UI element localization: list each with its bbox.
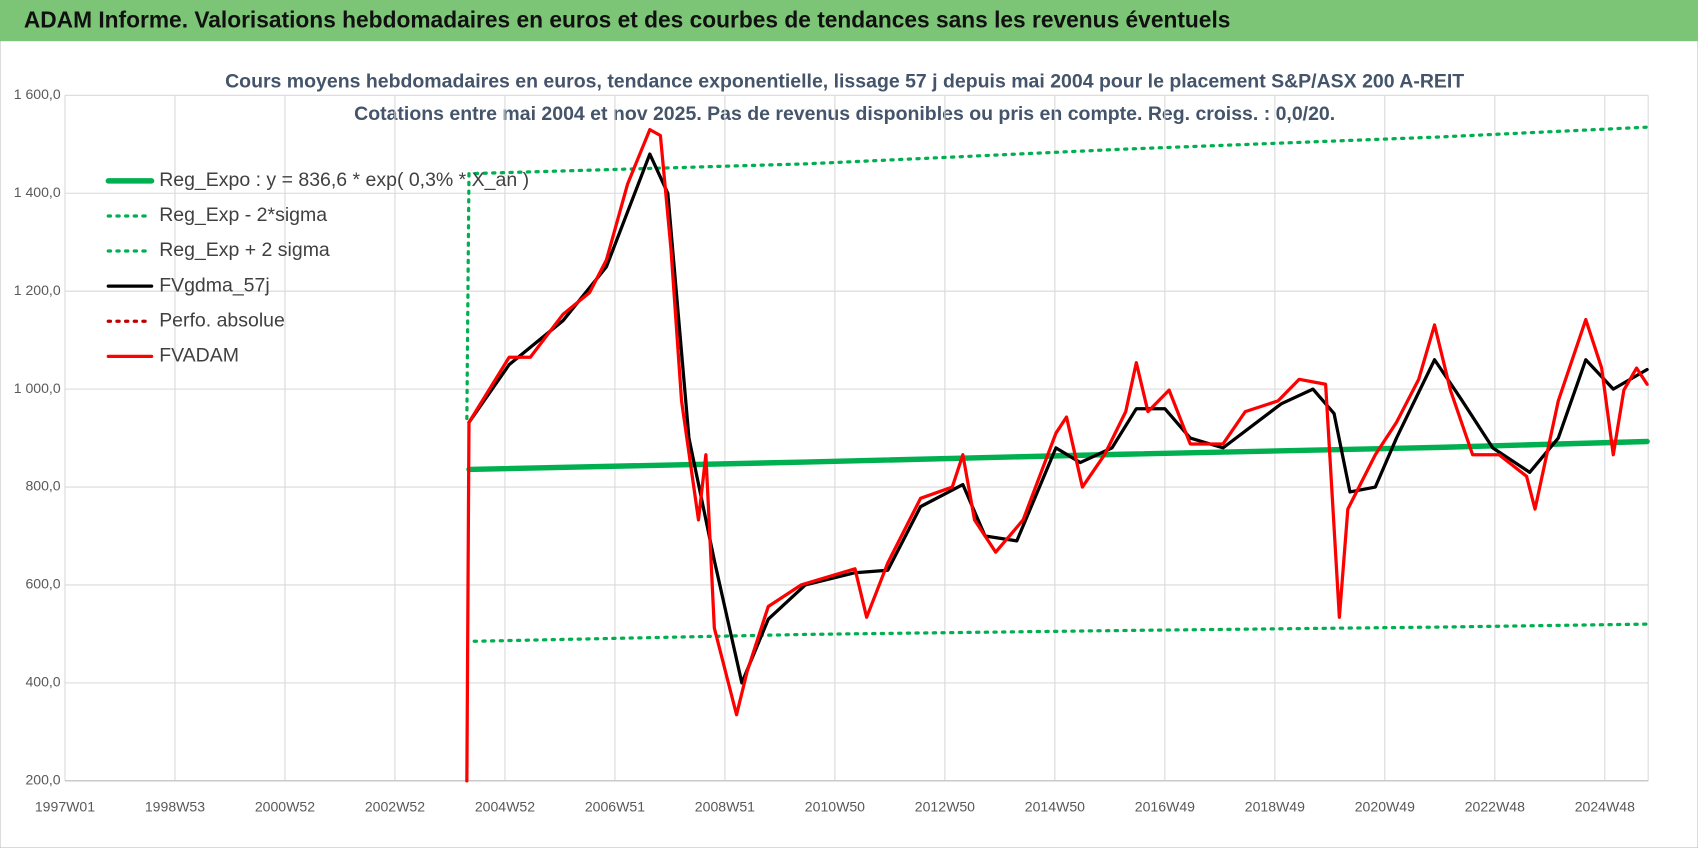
x-tick-label: 1997W01	[35, 799, 95, 815]
y-tick-label: 1 600,0	[14, 86, 61, 102]
y-tick-label: 1 200,0	[14, 282, 61, 298]
y-tick-label: 1 400,0	[14, 184, 61, 200]
x-tick-label: 1998W53	[145, 799, 205, 815]
series-line	[467, 152, 1649, 685]
series-line	[465, 127, 1649, 783]
chart-subtitle: Cotations entre mai 2004 et nov 2025. Pa…	[354, 103, 1335, 125]
legend-label: Reg_Exp + 2 sigma	[159, 239, 330, 261]
x-tick-label: 2008W51	[695, 799, 755, 815]
x-tick-label: 2004W52	[475, 799, 535, 815]
chart-title: Cours moyens hebdomadaires en euros, ten…	[225, 70, 1464, 92]
x-tick-label: 2010W50	[805, 799, 865, 815]
legend-label: Perfo. absolue	[159, 309, 285, 331]
page-title: ADAM Informe. Valorisations hebdomadaire…	[24, 7, 1231, 33]
y-tick-label: 200,0	[25, 772, 60, 788]
x-tick-label: 2012W50	[915, 799, 975, 815]
y-tick-label: 400,0	[25, 674, 60, 690]
x-tick-label: 2002W52	[365, 799, 425, 815]
x-tick-label: 2020W49	[1355, 799, 1415, 815]
legend-label: FVgdma_57j	[159, 274, 269, 296]
legend-label: Reg_Expo : y = 836,6 * exp( 0,3% * X_an …	[159, 169, 529, 191]
y-tick-label: 600,0	[25, 576, 60, 592]
series-line	[465, 125, 1649, 421]
x-tick-label: 2024W48	[1575, 799, 1635, 815]
x-tick-label: 2006W51	[585, 799, 645, 815]
x-tick-label: 2018W49	[1245, 799, 1305, 815]
legend-label: FVADAM	[159, 344, 239, 366]
x-tick-label: 2014W50	[1025, 799, 1085, 815]
x-tick-label: 2022W48	[1465, 799, 1525, 815]
title-bar	[0, 0, 1698, 42]
legend-label: Reg_Exp - 2*sigma	[159, 204, 327, 226]
x-tick-label: 2000W52	[255, 799, 315, 815]
y-tick-label: 800,0	[25, 478, 60, 494]
y-tick-label: 1 000,0	[14, 380, 61, 396]
series-line	[472, 622, 1649, 643]
x-tick-label: 2016W49	[1135, 799, 1195, 815]
